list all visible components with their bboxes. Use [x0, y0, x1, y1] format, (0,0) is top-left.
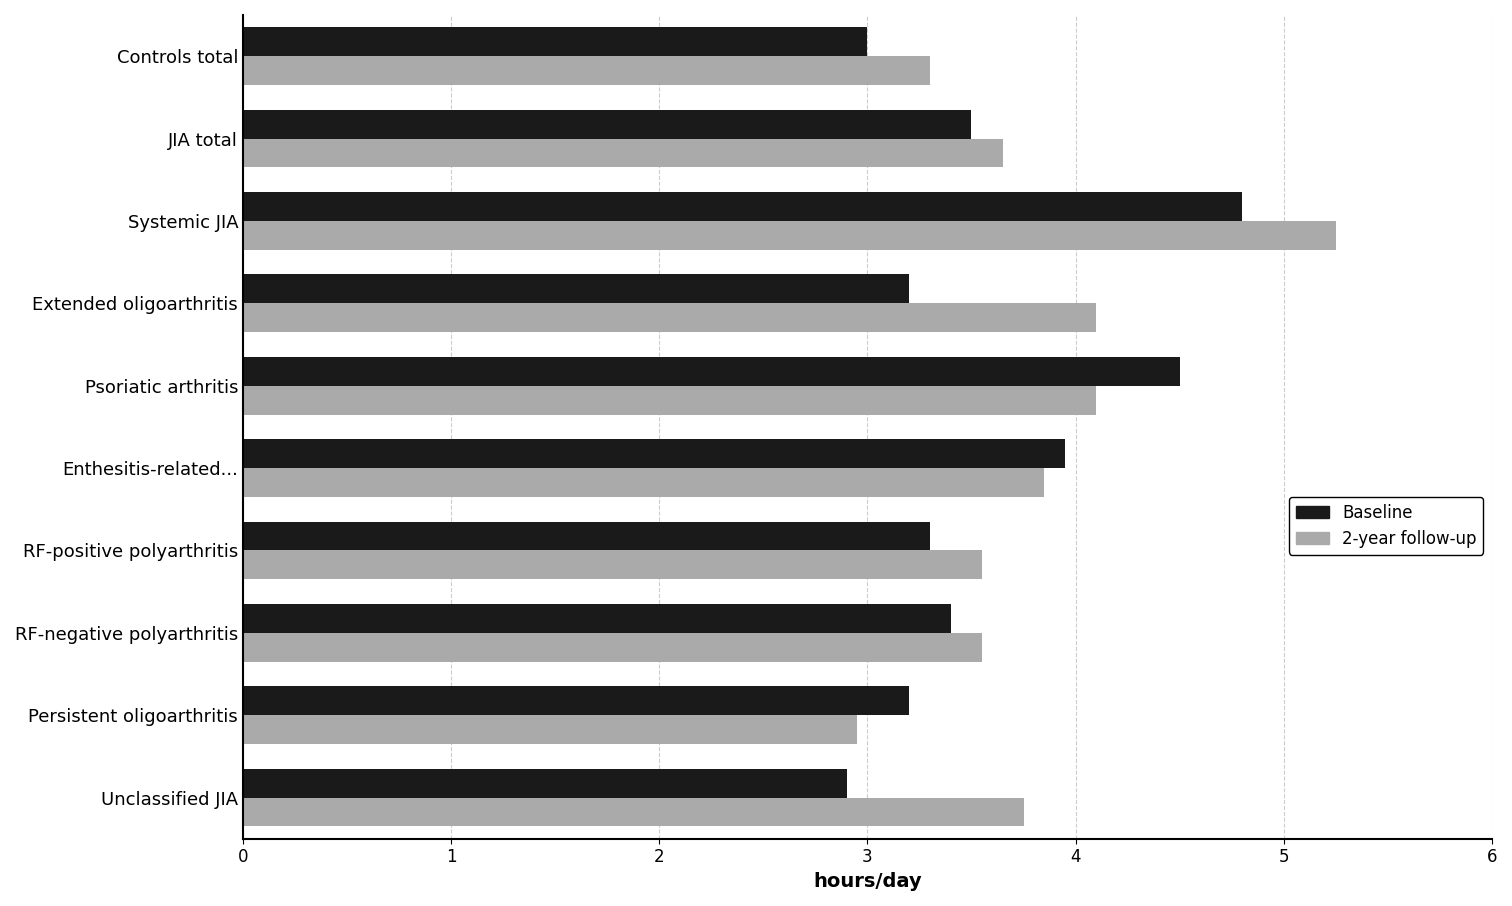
Bar: [243, 715, 857, 744]
Bar: [243, 304, 1096, 333]
Bar: [243, 275, 909, 304]
Bar: [243, 468, 1045, 496]
Bar: [243, 522, 930, 551]
Bar: [243, 551, 981, 579]
Bar: [243, 192, 1241, 221]
Bar: [243, 139, 1002, 168]
Bar: [243, 357, 1179, 386]
Bar: [243, 110, 972, 139]
Bar: [243, 439, 1064, 468]
Bar: [243, 687, 909, 715]
Bar: [243, 27, 868, 56]
Bar: [243, 632, 981, 661]
Bar: [243, 768, 847, 797]
Bar: [243, 797, 1024, 826]
Bar: [243, 386, 1096, 415]
X-axis label: hours/day: hours/day: [813, 872, 922, 891]
Bar: [243, 56, 930, 85]
Bar: [243, 221, 1335, 250]
Bar: [243, 604, 951, 632]
Legend: Baseline, 2-year follow-up: Baseline, 2-year follow-up: [1288, 496, 1483, 554]
